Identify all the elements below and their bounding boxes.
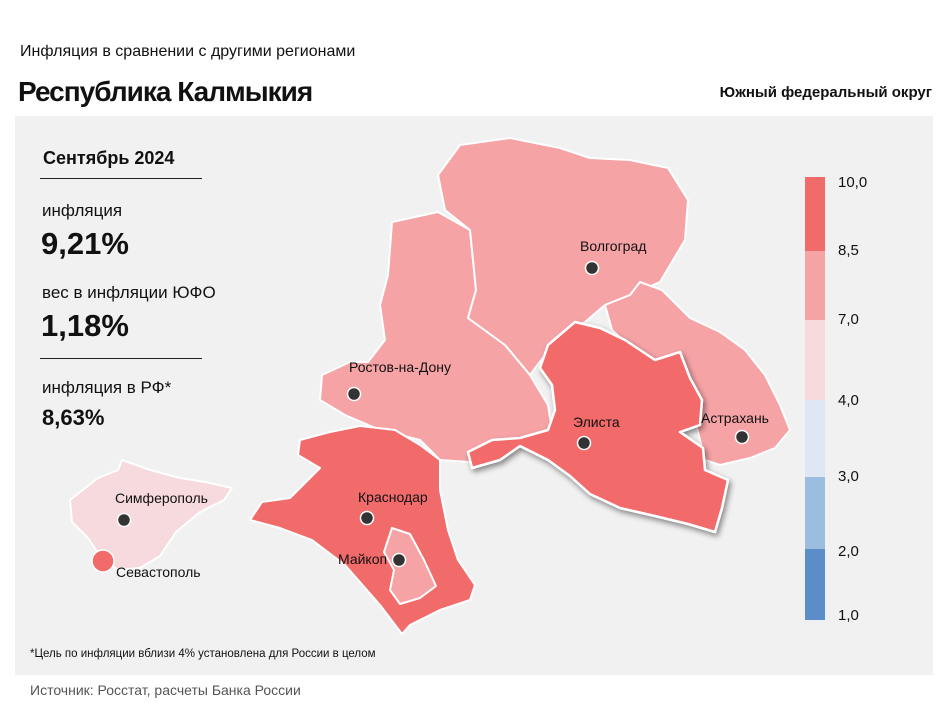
region-kalmykia bbox=[466, 320, 730, 534]
region-sevastopol bbox=[91, 549, 115, 573]
city-marker-rostov bbox=[346, 386, 362, 402]
weight-value: 1,18% bbox=[41, 308, 129, 343]
city-marker-astrakhan bbox=[734, 429, 750, 445]
legend-swatch bbox=[805, 549, 825, 620]
city-label-simferopol: Симферополь bbox=[115, 490, 208, 506]
inflation-value: 9,21% bbox=[41, 226, 129, 261]
page-title: Республика Калмыкия bbox=[18, 76, 313, 107]
city-marker-elista bbox=[576, 435, 592, 451]
legend-tick: 2,0 bbox=[838, 543, 859, 560]
region-adygea bbox=[383, 527, 437, 605]
rf-inflation-label: инфляция в РФ* bbox=[42, 378, 172, 397]
footnote: *Цель по инфляции вблизи 4% установлена … bbox=[30, 648, 376, 660]
subtitle: Инфляция в сравнении с другими регионами bbox=[20, 43, 356, 60]
city-label-rostov: Ростов-на-Дону bbox=[349, 359, 451, 375]
divider bbox=[40, 178, 202, 179]
inflation-label: инфляция bbox=[42, 201, 123, 220]
legend-swatch bbox=[805, 251, 825, 320]
source-note: Источник: Росстат, расчеты Банка России bbox=[30, 682, 301, 698]
weight-label: вес в инфляции ЮФО bbox=[42, 283, 216, 302]
city-marker-maykop bbox=[391, 552, 407, 568]
legend-tick: 10,0 bbox=[838, 174, 868, 191]
rf-inflation-value: 8,63% bbox=[42, 405, 105, 430]
legend-tick: 7,0 bbox=[838, 311, 859, 328]
city-label-krasnodar: Краснодар bbox=[358, 489, 428, 505]
legend-swatch bbox=[805, 477, 825, 549]
legend-tick: 3,0 bbox=[838, 468, 859, 485]
legend-tick: 4,0 bbox=[838, 392, 859, 409]
legend-tick: 1,0 bbox=[838, 607, 859, 624]
region-volgograd bbox=[437, 137, 689, 376]
city-marker-krasnodar bbox=[359, 510, 375, 526]
city-marker-volgograd bbox=[584, 260, 600, 276]
legend-tick: 8,5 bbox=[838, 242, 859, 259]
legend-swatch bbox=[805, 320, 825, 400]
region-astrakhan bbox=[604, 281, 791, 466]
city-label-astrakhan: Астрахань bbox=[701, 410, 769, 426]
city-label-elista: Элиста bbox=[573, 414, 620, 430]
city-marker-simferopol bbox=[116, 512, 132, 528]
district-label: Южный федеральный округ bbox=[719, 84, 932, 101]
divider bbox=[40, 358, 202, 359]
legend-swatch bbox=[805, 177, 825, 251]
period-label: Сентябрь 2024 bbox=[43, 148, 175, 168]
legend-swatch bbox=[805, 400, 825, 477]
city-label-sevastopol: Севастополь bbox=[116, 564, 201, 580]
city-label-maykop: Майкоп bbox=[338, 551, 387, 567]
city-label-volgograd: Волгоград bbox=[580, 238, 646, 254]
